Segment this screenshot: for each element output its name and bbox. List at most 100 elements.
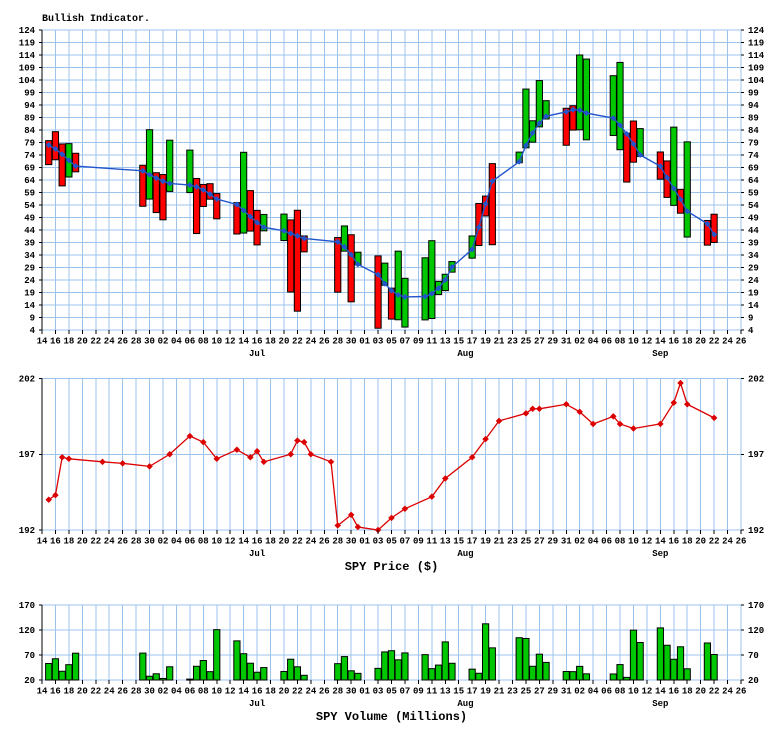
svg-text:13: 13 (440, 537, 451, 547)
svg-text:14: 14 (37, 537, 48, 547)
svg-text:30: 30 (346, 337, 357, 347)
svg-text:07: 07 (400, 537, 411, 547)
svg-text:18: 18 (265, 537, 276, 547)
svg-text:26: 26 (117, 537, 128, 547)
svg-text:34: 34 (24, 251, 35, 261)
svg-text:25: 25 (521, 337, 532, 347)
svg-text:26: 26 (736, 337, 747, 347)
svg-text:14: 14 (748, 301, 759, 311)
svg-text:22: 22 (292, 537, 303, 547)
svg-text:10: 10 (628, 337, 639, 347)
svg-text:30: 30 (144, 537, 155, 547)
svg-text:20: 20 (77, 687, 88, 697)
svg-text:22: 22 (292, 337, 303, 347)
svg-text:06: 06 (601, 537, 612, 547)
svg-text:06: 06 (184, 337, 195, 347)
svg-text:SPY Volume (Millions): SPY Volume (Millions) (316, 710, 467, 724)
svg-text:104: 104 (19, 76, 36, 86)
svg-text:26: 26 (736, 537, 747, 547)
svg-text:31: 31 (561, 337, 572, 347)
svg-text:23: 23 (507, 337, 518, 347)
svg-text:54: 54 (748, 201, 759, 211)
svg-text:09: 09 (413, 537, 424, 547)
svg-text:08: 08 (198, 537, 209, 547)
svg-text:16: 16 (50, 337, 61, 347)
svg-text:31: 31 (561, 537, 572, 547)
svg-text:202: 202 (748, 375, 764, 385)
svg-text:44: 44 (748, 226, 759, 236)
svg-text:12: 12 (641, 337, 652, 347)
svg-text:109: 109 (748, 64, 764, 74)
svg-text:24: 24 (748, 276, 759, 286)
svg-text:19: 19 (748, 289, 759, 299)
svg-text:14: 14 (655, 687, 666, 697)
svg-text:21: 21 (494, 687, 505, 697)
svg-text:10: 10 (628, 687, 639, 697)
svg-text:89: 89 (24, 114, 35, 124)
svg-text:64: 64 (748, 176, 759, 186)
svg-text:14: 14 (238, 537, 249, 547)
svg-text:4: 4 (748, 326, 754, 336)
svg-text:18: 18 (265, 337, 276, 347)
svg-text:24: 24 (722, 537, 733, 547)
svg-text:34: 34 (748, 251, 759, 261)
svg-text:14: 14 (37, 337, 48, 347)
svg-text:16: 16 (668, 537, 679, 547)
svg-text:54: 54 (24, 201, 35, 211)
svg-text:06: 06 (601, 337, 612, 347)
svg-text:10: 10 (211, 537, 222, 547)
svg-text:18: 18 (63, 337, 74, 347)
svg-text:39: 39 (24, 239, 35, 249)
svg-text:01: 01 (359, 687, 370, 697)
svg-text:01: 01 (359, 537, 370, 547)
svg-text:20: 20 (24, 676, 35, 686)
svg-text:26: 26 (319, 537, 330, 547)
svg-text:16: 16 (252, 537, 263, 547)
svg-text:Aug: Aug (457, 699, 473, 709)
svg-text:03: 03 (373, 687, 384, 697)
svg-text:20: 20 (279, 337, 290, 347)
svg-text:44: 44 (24, 226, 35, 236)
svg-text:24: 24 (104, 687, 115, 697)
svg-text:SPY Price ($): SPY Price ($) (345, 560, 439, 574)
svg-text:28: 28 (131, 537, 142, 547)
svg-text:19: 19 (24, 289, 35, 299)
svg-text:13: 13 (440, 337, 451, 347)
svg-text:08: 08 (198, 337, 209, 347)
svg-text:197: 197 (19, 450, 35, 460)
svg-text:26: 26 (319, 687, 330, 697)
svg-text:20: 20 (279, 537, 290, 547)
svg-text:16: 16 (50, 687, 61, 697)
svg-text:69: 69 (748, 164, 759, 174)
svg-text:04: 04 (588, 537, 599, 547)
svg-text:08: 08 (198, 687, 209, 697)
svg-text:20: 20 (695, 687, 706, 697)
svg-text:29: 29 (748, 264, 759, 274)
svg-text:22: 22 (90, 337, 101, 347)
svg-text:15: 15 (453, 337, 464, 347)
svg-text:22: 22 (709, 337, 720, 347)
svg-text:17: 17 (467, 337, 478, 347)
svg-text:104: 104 (748, 76, 765, 86)
svg-text:Sep: Sep (652, 549, 668, 559)
svg-text:30: 30 (144, 337, 155, 347)
svg-text:59: 59 (24, 189, 35, 199)
svg-text:02: 02 (158, 687, 169, 697)
svg-text:12: 12 (641, 687, 652, 697)
svg-text:19: 19 (480, 687, 491, 697)
svg-text:170: 170 (19, 601, 35, 611)
svg-text:02: 02 (158, 337, 169, 347)
svg-text:20: 20 (695, 337, 706, 347)
svg-text:64: 64 (24, 176, 35, 186)
svg-text:29: 29 (547, 537, 558, 547)
svg-text:17: 17 (467, 537, 478, 547)
svg-text:9: 9 (30, 314, 35, 324)
svg-text:26: 26 (117, 337, 128, 347)
svg-text:119: 119 (19, 39, 35, 49)
svg-text:10: 10 (211, 687, 222, 697)
svg-text:24: 24 (722, 687, 733, 697)
svg-text:01: 01 (359, 337, 370, 347)
svg-text:03: 03 (373, 537, 384, 547)
svg-text:20: 20 (77, 537, 88, 547)
svg-text:15: 15 (453, 537, 464, 547)
